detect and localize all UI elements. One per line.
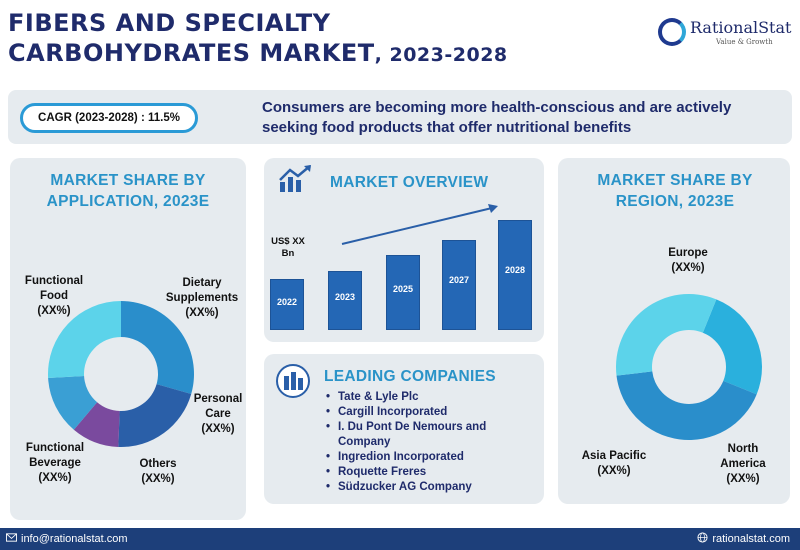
logo-ring-icon	[658, 18, 686, 46]
label-functional-food: Functional Food (XX%)	[18, 274, 90, 319]
label-others-value: (XX%)	[141, 473, 175, 485]
label-functional-beverage: Functional Beverage (XX%)	[18, 441, 92, 486]
application-title: MARKET SHARE BY APPLICATION, 2023E	[46, 172, 210, 210]
region-slice-asia-pacific	[616, 294, 717, 376]
mail-icon	[6, 533, 17, 542]
overview-ylabel: US$ XX Bn	[271, 236, 305, 259]
overview-title: MARKET OVERVIEW	[330, 174, 489, 191]
company-item: Tate & Lyle Plc	[324, 390, 524, 405]
footer: info@rationalstat.com rationalstat.com	[0, 528, 800, 550]
cagr-badge: CAGR (2023-2028) : 11.5%	[20, 103, 198, 133]
application-slice-others	[48, 376, 98, 430]
label-europe-name: Europe	[668, 247, 708, 259]
label-europe-value: (XX%)	[671, 262, 705, 274]
label-dietary-supplements-name: Dietary Supplements	[165, 277, 239, 304]
trend-arrow	[341, 204, 498, 245]
label-asia-pacific-name: Asia Pacific	[581, 450, 647, 462]
label-north-america-value: (XX%)	[726, 473, 760, 485]
footer-email[interactable]: info@rationalstat.com	[6, 532, 128, 545]
label-dietary-supplements: Dietary Supplements (XX%)	[160, 276, 244, 321]
companies-list: Tate & Lyle Plc Cargill Incorporated I. …	[324, 390, 524, 495]
logo: RationalStat Value & Growth	[658, 16, 792, 50]
buildings-icon	[276, 364, 310, 398]
overview-bar-label: 2027	[448, 275, 470, 286]
company-item: I. Du Pont De Nemours and Company	[324, 420, 524, 450]
globe-icon	[697, 532, 708, 543]
company-item: Südzucker AG Company	[324, 480, 524, 495]
overview-bar-2022	[270, 279, 304, 330]
application-slice-personal-care	[73, 402, 120, 447]
footer-website[interactable]: rationalstat.com	[697, 532, 790, 545]
application-slice-functional-food	[121, 301, 194, 394]
label-others: Others (XX%)	[128, 457, 188, 487]
region-slice-europe	[702, 299, 762, 395]
logo-name: RationalStat	[690, 18, 792, 37]
overview-bar-label: 2022	[276, 297, 298, 308]
banner-text: Consumers are becoming more health-consc…	[262, 99, 732, 136]
overview-bar-label: 2023	[334, 292, 356, 303]
overview-bar-2023	[328, 270, 362, 330]
label-asia-pacific: Asia Pacific (XX%)	[574, 449, 654, 479]
title-years: , 2023-2028	[374, 44, 508, 66]
overview-bar-label: 2025	[392, 283, 414, 294]
footer-website-text: rationalstat.com	[712, 533, 790, 545]
title-line-1: FIBERS AND SPECIALTY	[8, 9, 331, 37]
label-functional-food-name: Functional Food	[24, 275, 84, 302]
region-donut	[616, 294, 762, 440]
label-functional-food-value: (XX%)	[37, 305, 71, 317]
title-line-2: CARBOHYDRATES MARKET, 2023-2028	[8, 38, 508, 70]
label-functional-beverage-value: (XX%)	[38, 472, 72, 484]
application-donut	[48, 301, 194, 447]
companies-title: LEADING COMPANIES	[324, 368, 496, 385]
label-personal-care-name: Personal Care	[193, 393, 243, 420]
overview-bar-2027	[442, 239, 476, 330]
label-asia-pacific-value: (XX%)	[597, 465, 631, 477]
label-personal-care-value: (XX%)	[201, 423, 235, 435]
page-title: FIBERS AND SPECIALTY CARBOHYDRATES MARKE…	[8, 8, 508, 70]
application-slice-functional-beverage	[48, 301, 121, 379]
label-north-america: North America (XX%)	[712, 442, 774, 487]
overview-bar-2028	[498, 220, 532, 330]
overview-bar-2025	[386, 255, 420, 330]
application-panel	[10, 158, 246, 520]
label-others-name: Others	[139, 458, 177, 470]
company-item: Cargill Incorporated	[324, 405, 524, 420]
overview-bar-label: 2028	[504, 264, 526, 275]
label-north-america-name: North America	[720, 443, 766, 470]
region-title: MARKET SHARE BY REGION, 2023E	[597, 172, 753, 210]
company-item: Ingredion Incorporated	[324, 450, 524, 465]
growth-chart-icon	[279, 165, 311, 192]
company-item: Roquette Freres	[324, 465, 524, 480]
logo-tagline: Value & Growth	[716, 38, 773, 46]
application-slice-dietary-supplements	[118, 384, 192, 447]
label-dietary-supplements-value: (XX%)	[185, 307, 219, 319]
footer-email-text: info@rationalstat.com	[21, 533, 128, 545]
region-slice-north-america	[616, 371, 757, 440]
label-europe: Europe (XX%)	[658, 246, 718, 276]
label-functional-beverage-name: Functional Beverage	[25, 442, 85, 469]
label-personal-care: Personal Care (XX%)	[190, 392, 246, 437]
title-line-2-text: CARBOHYDRATES MARKET	[8, 39, 375, 67]
